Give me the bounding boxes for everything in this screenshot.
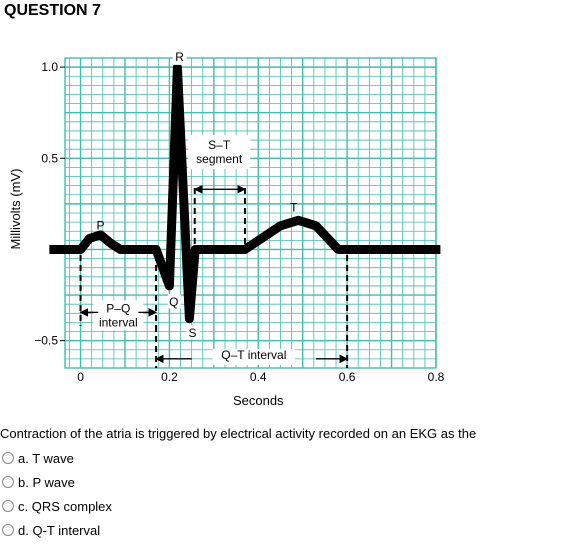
annotation-text: segment: [196, 152, 243, 166]
y-tick-label: 0.5: [41, 151, 58, 165]
x-tick-label: 0: [77, 370, 84, 384]
x-axis-title: Seconds: [233, 393, 284, 408]
plot-frame: [64, 57, 437, 369]
wave-label-s: S: [189, 326, 197, 340]
y-tick-label: 1.0: [41, 60, 58, 74]
wave-label-r: R: [175, 50, 184, 64]
option-a[interactable]: a. T wave: [2, 446, 112, 470]
annotation-bg: [188, 135, 251, 170]
ekg-chart: 1.00.50−0.50 0.2 0.4 0.6 0.8SecondsMillivolt…: [8, 50, 445, 408]
option-label: d. Q-T interval: [18, 522, 101, 538]
annotation-bg: [212, 348, 295, 365]
x-tick-label: 0.2: [161, 370, 178, 384]
answer-options: a. T wave b. P wave c. QRS complex d. Q-…: [2, 446, 112, 542]
x-tick-label: 0.8: [428, 370, 445, 384]
question-prompt: Contraction of the atria is triggered by…: [0, 426, 477, 441]
label-bg: [186, 325, 200, 340]
option-label: a. T wave: [18, 450, 74, 466]
option-c[interactable]: c. QRS complex: [2, 494, 112, 518]
wave-label-q: Q: [169, 295, 178, 309]
r-label-bg: [172, 50, 187, 65]
radio-button[interactable]: [2, 452, 14, 464]
question-title: QUESTION 7: [4, 2, 101, 19]
option-b[interactable]: b. P wave: [2, 470, 112, 494]
option-label: c. QRS complex: [18, 498, 112, 514]
option-d[interactable]: d. Q-T interval: [2, 518, 112, 542]
annotation-text: Q–T interval: [221, 348, 286, 362]
x-tick-label: 0.4: [250, 370, 267, 384]
radio-button[interactable]: [2, 500, 14, 512]
y-axis-title: Millivolts (mV): [8, 169, 23, 250]
annotation-text: P–Q: [106, 301, 130, 315]
annotation-text: S–T: [208, 138, 231, 152]
x-tick-label: 0.6: [339, 370, 356, 384]
radio-button[interactable]: [2, 524, 14, 536]
y-tick-label: −0.5: [34, 334, 58, 348]
wave-label-p: P: [97, 219, 105, 233]
radio-button[interactable]: [2, 476, 14, 488]
option-label: b. P wave: [18, 474, 75, 490]
label-bg: [167, 294, 181, 309]
annotation-text: interval: [99, 315, 138, 329]
ekg-trace-line: [49, 67, 441, 319]
annotation-bg: [93, 300, 144, 331]
wave-label-t: T: [290, 200, 298, 214]
